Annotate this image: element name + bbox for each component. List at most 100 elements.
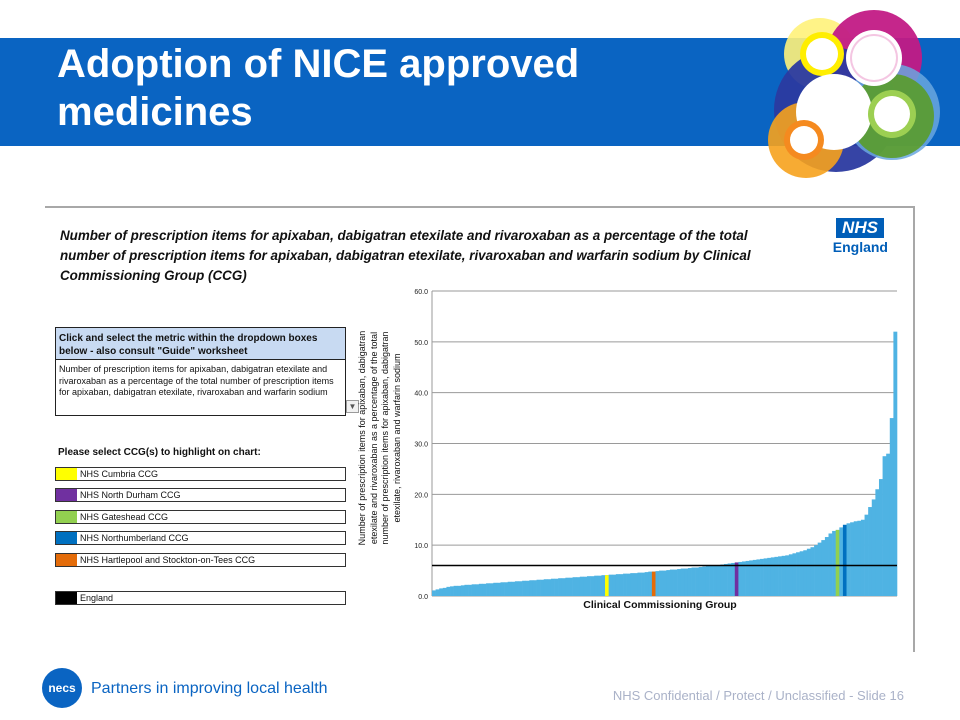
bar <box>770 557 775 596</box>
bar <box>493 582 498 596</box>
highlight-bar <box>651 571 656 596</box>
bar <box>832 530 837 596</box>
bar <box>889 418 894 596</box>
bar <box>561 578 566 596</box>
footer-tagline: Partners in improving local health <box>91 680 328 697</box>
ccg-option-north-durham[interactable]: NHS North Durham CCG <box>55 488 346 502</box>
bar <box>536 579 541 596</box>
nhs-logo-text: England <box>832 239 888 255</box>
ccg-option-label: NHS Cumbria CCG <box>80 469 159 479</box>
bar <box>460 585 465 596</box>
bar <box>597 575 602 596</box>
bar <box>860 519 865 596</box>
ccg-color-swatch <box>56 511 77 523</box>
bar <box>475 584 480 596</box>
bar <box>713 565 718 596</box>
bar <box>792 553 797 596</box>
chart-title: Number of prescription items for apixaba… <box>60 228 751 283</box>
bar <box>677 569 682 596</box>
bar <box>893 331 898 596</box>
bar <box>468 584 472 596</box>
highlight-bar <box>734 562 739 596</box>
bar <box>540 579 545 596</box>
y-tick-label: 40.0 <box>414 391 428 398</box>
bar <box>630 573 635 596</box>
y-tick-label: 20.0 <box>414 492 428 499</box>
bar <box>669 569 674 596</box>
bar <box>821 540 826 596</box>
bar <box>432 590 436 596</box>
bar <box>731 562 736 596</box>
bar <box>687 568 692 596</box>
y-tick-label: 50.0 <box>414 340 428 347</box>
bar <box>760 558 764 596</box>
bar <box>565 577 570 596</box>
ccg-option-hartlepool-stockton[interactable]: NHS Hartlepool and Stockton-on-Tees CCG <box>55 553 346 567</box>
bar <box>778 556 782 596</box>
bar <box>839 527 844 596</box>
bar <box>817 542 822 596</box>
bar <box>601 575 606 596</box>
bar <box>828 533 833 596</box>
ccg-select-label: Please select CCG(s) to highlight on cha… <box>58 447 261 458</box>
bar <box>478 583 483 596</box>
bar <box>803 550 808 596</box>
bar <box>482 583 487 596</box>
ccg-option-gateshead[interactable]: NHS Gateshead CCG <box>55 510 346 524</box>
bar <box>684 568 689 596</box>
bar <box>709 566 714 596</box>
ccg-option-label: NHS North Durham CCG <box>80 490 181 500</box>
bar <box>568 577 573 596</box>
y-tick-label: 0.0 <box>418 594 428 601</box>
bar <box>525 580 530 596</box>
bar <box>446 586 451 596</box>
highlight-bar <box>835 529 840 596</box>
bar <box>450 586 454 596</box>
bar <box>785 555 790 596</box>
bar <box>864 514 869 596</box>
bar <box>673 569 678 596</box>
bar <box>767 557 772 596</box>
bar <box>641 572 645 596</box>
metric-dropdown[interactable]: Number of prescription items for apixaba… <box>55 359 346 416</box>
bar <box>619 574 624 596</box>
ccg-option-label: NHS Gateshead CCG <box>80 512 169 522</box>
ccg-option-northumberland[interactable]: NHS Northumberland CCG <box>55 531 346 545</box>
nhs-england-logo: NHS England <box>826 218 888 258</box>
bar <box>720 564 725 596</box>
bar <box>796 552 800 596</box>
ccg-option-england[interactable]: England <box>55 591 346 605</box>
bar <box>716 564 721 596</box>
highlight-bar <box>842 524 847 596</box>
bar <box>587 576 591 596</box>
bar <box>500 582 505 596</box>
bar <box>695 567 700 596</box>
bar <box>878 479 883 596</box>
bar <box>583 576 588 596</box>
bar <box>633 573 638 596</box>
bar <box>576 577 581 596</box>
bar <box>846 523 851 596</box>
bar <box>824 537 829 596</box>
bar <box>435 589 440 596</box>
bar <box>886 453 891 596</box>
bar <box>814 545 818 596</box>
bar <box>590 576 595 596</box>
y-tick-label: 30.0 <box>414 442 428 449</box>
bar <box>857 520 862 596</box>
slide-title: Adoption of NICE approved medicines <box>57 42 580 134</box>
bar <box>680 568 685 596</box>
y-tick-label: 60.0 <box>414 289 428 296</box>
bar <box>518 581 523 596</box>
bar <box>738 561 743 596</box>
ccg-bar-chart: 0.0 10.0 20.0 30.0 40.0 50.0 60.0 <box>414 289 898 601</box>
ccg-option-label: NHS Hartlepool and Stockton-on-Tees CCG <box>80 555 256 565</box>
bar <box>457 585 462 596</box>
chevron-down-icon[interactable]: ▼ <box>346 400 359 413</box>
bar <box>727 563 732 596</box>
bar <box>850 522 855 596</box>
bar <box>702 566 707 596</box>
bar <box>532 580 537 596</box>
bar <box>464 584 469 596</box>
ccg-option-cumbria[interactable]: NHS Cumbria CCG <box>55 467 346 481</box>
